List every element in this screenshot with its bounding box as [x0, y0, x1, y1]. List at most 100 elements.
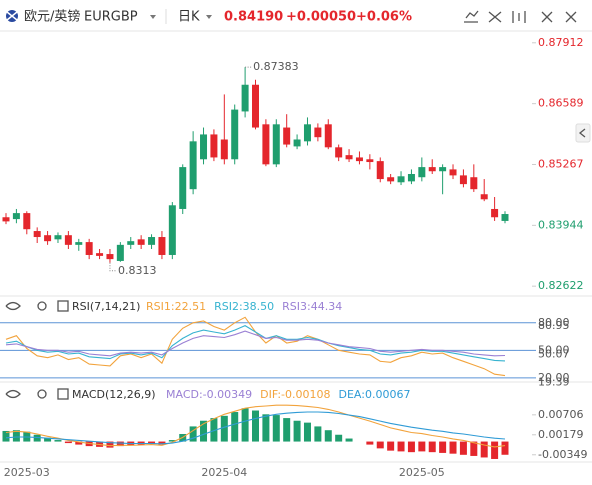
histogram-bar [303, 422, 311, 442]
candle-body [470, 177, 478, 190]
change-pct: +0.06% [356, 10, 412, 25]
histogram-bar [449, 441, 457, 454]
histogram-bar [491, 441, 499, 459]
candle-body [501, 214, 509, 221]
y-tick-label: 0.87912 [538, 36, 584, 49]
x-tick-label: 2025-05 [399, 466, 445, 479]
candle-body [252, 84, 259, 128]
candle-body [44, 235, 52, 242]
histogram-bar [283, 418, 291, 442]
rsi-title: RSI(7,14,21) [72, 300, 140, 313]
candle-body [137, 239, 145, 245]
histogram-bar [168, 440, 176, 442]
histogram-bar [418, 441, 426, 452]
y-tick-label: 0.82622 [538, 279, 584, 292]
pair-name: 欧元/英镑 [24, 9, 80, 25]
candle-body [491, 208, 499, 218]
candle-body [189, 141, 197, 190]
candle-body [106, 254, 114, 260]
settings-icon[interactable] [37, 389, 47, 399]
histogram-bar [158, 441, 166, 445]
eye-icon[interactable] [5, 301, 21, 311]
histogram-bar [54, 440, 62, 442]
y-tick-label: 0.83944 [538, 218, 584, 231]
close-icon[interactable] [565, 11, 577, 23]
candle-body [116, 244, 124, 261]
candle-body [2, 217, 10, 222]
menu-icon[interactable] [57, 300, 69, 312]
candle-body [85, 242, 93, 255]
fullscreen-icon[interactable] [541, 11, 553, 23]
histogram-bar [64, 441, 72, 444]
legend-entry: RSI1:22.51 [146, 300, 206, 313]
settings-icon[interactable] [37, 301, 47, 311]
candle-body [168, 205, 176, 255]
legend-entry: RSI2:38.50 [214, 300, 274, 313]
histogram-bar [428, 441, 436, 453]
histogram-bar [116, 441, 124, 447]
menu-icon[interactable] [57, 388, 69, 400]
candle-body [220, 139, 228, 160]
histogram-bar [314, 426, 322, 442]
histogram-bar [210, 418, 218, 442]
candle-body [75, 242, 83, 245]
macd-title: MACD(12,26,9) [72, 388, 156, 401]
y-tick-label: -0.00349 [538, 448, 587, 461]
eye-icon[interactable] [5, 389, 21, 399]
draw-icon[interactable] [464, 10, 479, 23]
legend-entry: RSI3:44.34 [282, 300, 342, 313]
candle-body [210, 134, 218, 158]
histogram-bar [200, 420, 208, 442]
histogram-bar [324, 430, 332, 442]
candle-body [428, 167, 436, 172]
histogram-bar [293, 420, 301, 442]
histogram-bar [44, 437, 52, 442]
candle-body [418, 167, 426, 178]
histogram-bar [241, 408, 249, 442]
candle-body [148, 237, 156, 245]
line-series [5, 330, 506, 357]
histogram-bar [397, 441, 405, 452]
y-tick-label: 20.00 [538, 371, 570, 384]
histogram-bar [75, 441, 83, 445]
line-series [5, 411, 506, 445]
collapse-button[interactable] [575, 123, 591, 143]
symbol[interactable]: EURGBP [84, 10, 138, 25]
candle-body [127, 241, 135, 245]
candle-icon[interactable] [512, 11, 526, 23]
toolbar [464, 10, 577, 23]
candle-body [314, 127, 322, 138]
price: 0.84190 [224, 10, 283, 25]
histogram-bar [148, 441, 156, 444]
low-label: 0.8313 [118, 264, 157, 277]
dropdown-arrow[interactable] [150, 15, 156, 19]
candle-body [241, 84, 249, 112]
candle-body [397, 176, 405, 183]
period[interactable]: 日K [178, 10, 200, 25]
histogram-bar [366, 441, 374, 445]
candle-body [272, 124, 280, 165]
dropdown-arrow[interactable] [206, 15, 212, 19]
candle-body [480, 194, 488, 200]
candle-body [33, 231, 41, 238]
histogram-bar [335, 434, 343, 442]
candle-body [262, 124, 270, 165]
histogram-bar [33, 434, 41, 442]
collapse-arrow[interactable] [578, 128, 586, 138]
value-marker-label: 19.39 [538, 375, 570, 388]
candle-body [376, 161, 384, 180]
histogram-bar [387, 441, 395, 451]
histogram-bar [106, 441, 114, 448]
histogram-bar [2, 430, 10, 442]
x-tick-label: 2025-04 [201, 466, 247, 479]
indicator-icon[interactable] [488, 11, 502, 23]
histogram-bar [345, 438, 353, 442]
candle-body [12, 213, 20, 220]
histogram-bar [376, 441, 384, 449]
candle-body [335, 147, 343, 158]
candle-body [366, 159, 374, 163]
low-pointer [109, 262, 116, 272]
candle-body [293, 139, 301, 147]
